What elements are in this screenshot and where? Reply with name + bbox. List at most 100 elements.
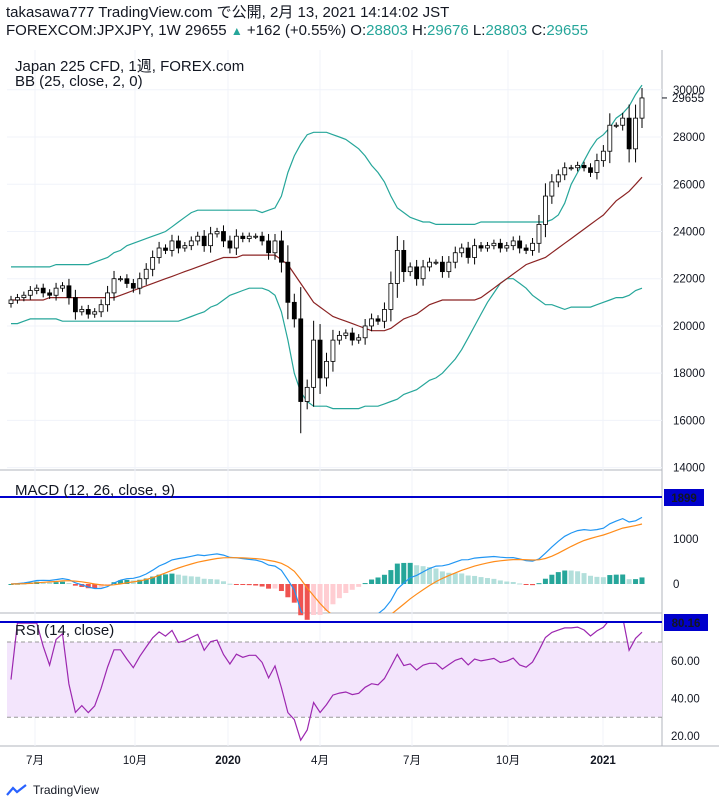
- candle-body: [195, 235, 201, 242]
- macd-histogram-bar: [298, 584, 304, 616]
- candle-body: [626, 117, 632, 150]
- candle-body: [15, 297, 20, 301]
- rsi-pane-title[interactable]: RSI (14, close): [15, 622, 115, 639]
- candle-body: [407, 266, 413, 273]
- candle-body: [401, 249, 407, 273]
- candle-body: [118, 278, 123, 281]
- candle-body: [356, 337, 362, 341]
- candle-body: [536, 224, 542, 244]
- candle-body: [253, 235, 259, 238]
- price-tick-label: 26000: [673, 179, 705, 191]
- macd-histogram-bar: [253, 584, 259, 586]
- candle-body: [446, 261, 452, 273]
- bb-lower-band: [11, 278, 643, 410]
- macd-histogram-bar: [220, 581, 226, 584]
- candle-body: [549, 181, 555, 197]
- macd-histogram-bar: [40, 581, 46, 584]
- price-tick-label: 20000: [673, 321, 705, 333]
- rsi-badge-bg: [664, 614, 708, 631]
- candle-body: [394, 249, 400, 284]
- candle-body: [66, 285, 72, 299]
- open-value: 28803: [366, 22, 408, 39]
- macd-histogram-bar: [156, 574, 162, 584]
- macd-histogram-bar: [285, 584, 291, 598]
- footer-brand[interactable]: TradingView: [6, 783, 99, 797]
- candle-body: [163, 247, 168, 251]
- candle-body: [208, 233, 214, 247]
- macd-histogram-bar: [472, 575, 478, 584]
- candle-body: [349, 332, 355, 341]
- candle-body: [311, 339, 317, 388]
- macd-histogram-bar: [446, 572, 452, 584]
- macd-histogram-bar: [143, 578, 149, 584]
- candle-body: [575, 164, 581, 169]
- candle-body: [491, 242, 497, 247]
- candle-body: [375, 318, 381, 322]
- candle-body: [523, 247, 529, 251]
- macd-histogram-bar: [175, 574, 181, 584]
- time-tick-label: 2020: [215, 755, 241, 767]
- macd-histogram-bar: [72, 584, 78, 586]
- candle-body: [259, 235, 265, 242]
- candle-body: [298, 318, 304, 402]
- macd-histogram-bar: [137, 579, 143, 584]
- macd-histogram-bar: [201, 578, 207, 584]
- macd-histogram-bar: [227, 583, 233, 585]
- candle-body: [497, 242, 503, 249]
- signal-line: [10, 523, 643, 613]
- candle-body: [588, 167, 593, 173]
- macd-histogram-bar: [8, 584, 14, 585]
- candle-body: [182, 245, 188, 249]
- macd-histogram-bar: [407, 562, 413, 584]
- macd-histogram-bar: [626, 579, 632, 584]
- candle-body: [472, 245, 477, 258]
- candle-body: [330, 339, 336, 362]
- symbol-label: FOREXCOM:JPXJPY, 1W 29655: [6, 22, 227, 39]
- macd-histogram-bar: [401, 562, 407, 584]
- change-label: +162 (+0.55%): [246, 22, 347, 39]
- macd-histogram-bar: [349, 584, 355, 590]
- candle-body: [336, 334, 342, 341]
- high-label: H:: [412, 22, 428, 39]
- candle-body: [272, 240, 278, 254]
- candle-body: [465, 247, 471, 258]
- macd-histogram-bar: [536, 583, 542, 585]
- up-arrow-icon: ▲: [230, 24, 243, 38]
- candle-body: [150, 257, 156, 270]
- bb-basis-line: [11, 176, 643, 332]
- macd-histogram-bar: [523, 584, 529, 585]
- candle-body: [510, 240, 516, 247]
- macd-histogram-bar: [613, 574, 619, 584]
- macd-histogram-bar: [124, 579, 130, 584]
- bb-indicator-label[interactable]: BB (25, close, 2, 0): [15, 73, 143, 90]
- bb-upper-band: [11, 84, 643, 268]
- macd-histogram-bar: [182, 575, 188, 584]
- candle-body: [562, 167, 568, 176]
- macd-histogram-bar: [233, 584, 239, 585]
- price-tick-label: 18000: [673, 368, 705, 380]
- macd-histogram-bar: [497, 580, 503, 584]
- candle-body: [21, 294, 27, 299]
- open-label: O:: [350, 22, 367, 39]
- macd-histogram-bar: [549, 574, 555, 584]
- candle-body: [581, 164, 587, 169]
- candle-body: [40, 287, 46, 294]
- candle-body: [188, 240, 194, 247]
- macd-histogram-bar: [607, 575, 613, 584]
- macd-histogram-bar: [47, 582, 53, 584]
- macd-histogram-bar: [208, 579, 214, 584]
- rsi-tick-label: 60.00: [671, 656, 700, 668]
- rsi-tick-label: 40.00: [671, 693, 700, 705]
- macd-histogram-bar: [381, 574, 387, 584]
- publish-info: takasawa777 TradingView.com で公開, 2月 13, …: [6, 4, 449, 22]
- candle-body: [555, 174, 561, 183]
- candle-body: [105, 292, 110, 306]
- macd-histogram-bar: [639, 577, 645, 584]
- candle-body: [639, 97, 645, 119]
- candle-body: [221, 231, 226, 242]
- macd-histogram-bar: [562, 570, 568, 584]
- macd-pane-title[interactable]: MACD (12, 26, close, 9): [15, 482, 176, 499]
- time-tick-label: 10月: [123, 755, 147, 767]
- macd-histogram-bar: [388, 570, 394, 584]
